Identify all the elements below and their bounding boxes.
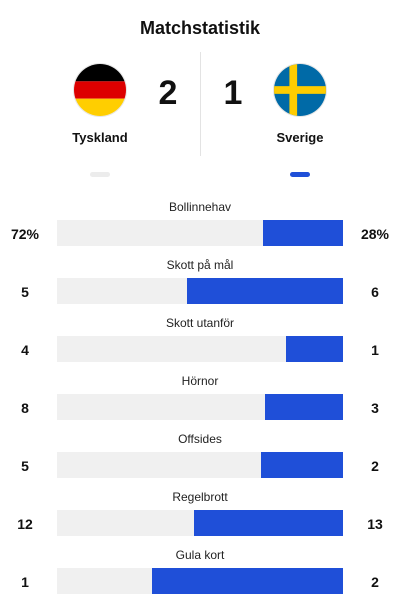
stat-bar bbox=[57, 394, 343, 420]
stat-home-value: 72% bbox=[10, 226, 40, 242]
home-team-name: Tyskland bbox=[72, 130, 128, 145]
stat-bar bbox=[57, 568, 343, 594]
stat-label: Bollinnehav bbox=[168, 200, 232, 214]
away-team: Sverige bbox=[245, 63, 355, 145]
stat-bar bbox=[57, 278, 343, 304]
stat-bar bbox=[57, 510, 343, 536]
stat-row-fouls: Regelbrott 12 13 bbox=[0, 488, 400, 546]
stat-label: Hörnor bbox=[181, 374, 219, 388]
stat-away-value: 2 bbox=[371, 458, 379, 474]
stat-row-yellow-cards: Gula kort 1 2 bbox=[0, 546, 400, 600]
stat-bar bbox=[57, 336, 343, 362]
stat-bar-away-fill bbox=[285, 336, 343, 362]
page-title: Matchstatistik bbox=[139, 18, 261, 38]
stat-home-value: 8 bbox=[21, 400, 29, 416]
away-color-indicator bbox=[290, 172, 310, 177]
stat-label: Regelbrott bbox=[172, 490, 228, 504]
stat-bar-away-fill bbox=[152, 568, 343, 594]
sweden-flag-icon bbox=[273, 63, 327, 117]
stat-bar-away-fill bbox=[262, 220, 343, 246]
stat-row-offsides: Offsides 5 2 bbox=[0, 430, 400, 488]
score-divider bbox=[200, 52, 201, 156]
home-color-indicator bbox=[90, 172, 110, 177]
stat-bar-away-fill bbox=[264, 394, 343, 420]
stat-home-value: 4 bbox=[21, 342, 29, 358]
stat-home-value: 5 bbox=[21, 284, 29, 300]
home-score: 2 bbox=[158, 74, 178, 112]
stat-home-value: 12 bbox=[17, 516, 33, 532]
stat-row-shots-on-target: Skott på mål 5 6 bbox=[0, 256, 400, 314]
stats-list: Bollinnehav 72% 28% Skott på mål 5 6 Sko… bbox=[0, 198, 400, 600]
home-team: Tyskland bbox=[45, 63, 155, 145]
stat-away-value: 3 bbox=[371, 400, 379, 416]
stat-row-corners: Hörnor 8 3 bbox=[0, 372, 400, 430]
stat-away-value: 13 bbox=[367, 516, 383, 532]
stat-label: Offsides bbox=[178, 432, 222, 446]
stat-away-value: 1 bbox=[371, 342, 379, 358]
stat-away-value: 6 bbox=[371, 284, 379, 300]
stat-bar bbox=[57, 220, 343, 246]
stat-row-possession: Bollinnehav 72% 28% bbox=[0, 198, 400, 256]
stat-away-value: 2 bbox=[371, 574, 379, 590]
stat-bar-away-fill bbox=[194, 510, 343, 536]
stat-home-value: 1 bbox=[21, 574, 29, 590]
stat-bar-away-fill bbox=[187, 278, 343, 304]
away-score: 1 bbox=[223, 74, 243, 112]
stat-label: Skott utanför bbox=[165, 316, 235, 330]
stat-home-value: 5 bbox=[21, 458, 29, 474]
germany-flag-icon bbox=[73, 63, 127, 117]
stat-bar bbox=[57, 452, 343, 478]
stat-label: Skott på mål bbox=[166, 258, 234, 272]
stat-away-value: 28% bbox=[360, 226, 390, 242]
stat-bar-away-fill bbox=[261, 452, 343, 478]
away-team-name: Sverige bbox=[276, 130, 324, 145]
stat-row-shots-off-target: Skott utanför 4 1 bbox=[0, 314, 400, 372]
stat-label: Gula kort bbox=[175, 548, 225, 562]
